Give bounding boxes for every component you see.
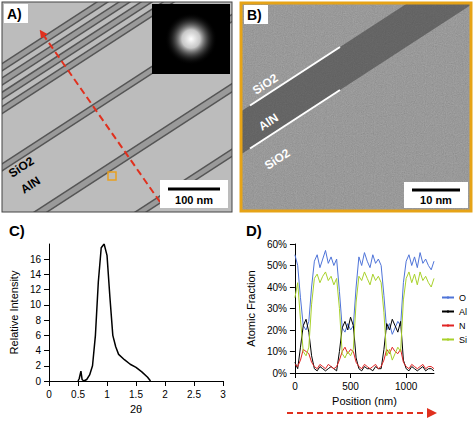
svg-text:10: 10 [30,299,42,310]
svg-text:0: 0 [35,376,41,387]
svg-text:2θ: 2θ [130,403,142,415]
svg-text:10%: 10% [267,346,287,357]
svg-text:Position (nm): Position (nm) [332,395,397,407]
svg-text:1.5: 1.5 [129,389,143,400]
svg-text:Atomic Fraction: Atomic Fraction [245,270,257,346]
svg-text:50%: 50% [267,260,287,271]
svg-text:10 nm: 10 nm [420,194,452,206]
svg-text:40%: 40% [267,282,287,293]
svg-text:B): B) [247,7,262,23]
svg-text:2: 2 [162,389,168,400]
svg-text:Si: Si [459,335,467,345]
svg-text:0%: 0% [272,368,287,379]
svg-text:6: 6 [35,330,41,341]
svg-text:C): C) [9,222,25,239]
svg-text:0.5: 0.5 [71,389,85,400]
svg-text:1: 1 [104,389,110,400]
svg-text:N: N [459,321,466,331]
svg-text:2: 2 [35,360,41,371]
svg-text:Al: Al [459,307,467,317]
svg-text:16: 16 [30,254,42,265]
svg-text:SiO2: SiO2 [6,153,37,181]
svg-text:8: 8 [35,315,41,326]
svg-text:SiO2: SiO2 [250,71,281,98]
svg-text:14: 14 [30,269,42,280]
svg-text:4: 4 [35,345,41,356]
svg-text:0: 0 [292,381,298,392]
svg-text:60%: 60% [267,239,287,250]
svg-text:0: 0 [46,389,52,400]
svg-text:30%: 30% [267,303,287,314]
svg-text:AlN: AlN [18,174,43,197]
svg-text:D): D) [246,222,262,239]
svg-text:Relative Intensity: Relative Intensity [8,270,20,354]
svg-text:O: O [459,293,466,303]
svg-text:3: 3 [220,389,226,400]
svg-text:SiO2: SiO2 [262,146,293,173]
svg-text:AlN: AlN [256,111,281,134]
svg-text:A): A) [7,6,22,22]
svg-text:500: 500 [342,381,359,392]
svg-text:1000: 1000 [395,381,418,392]
svg-text:12: 12 [30,284,42,295]
svg-text:2.5: 2.5 [187,389,201,400]
svg-text:20%: 20% [267,325,287,336]
svg-text:100 nm: 100 nm [175,194,213,206]
